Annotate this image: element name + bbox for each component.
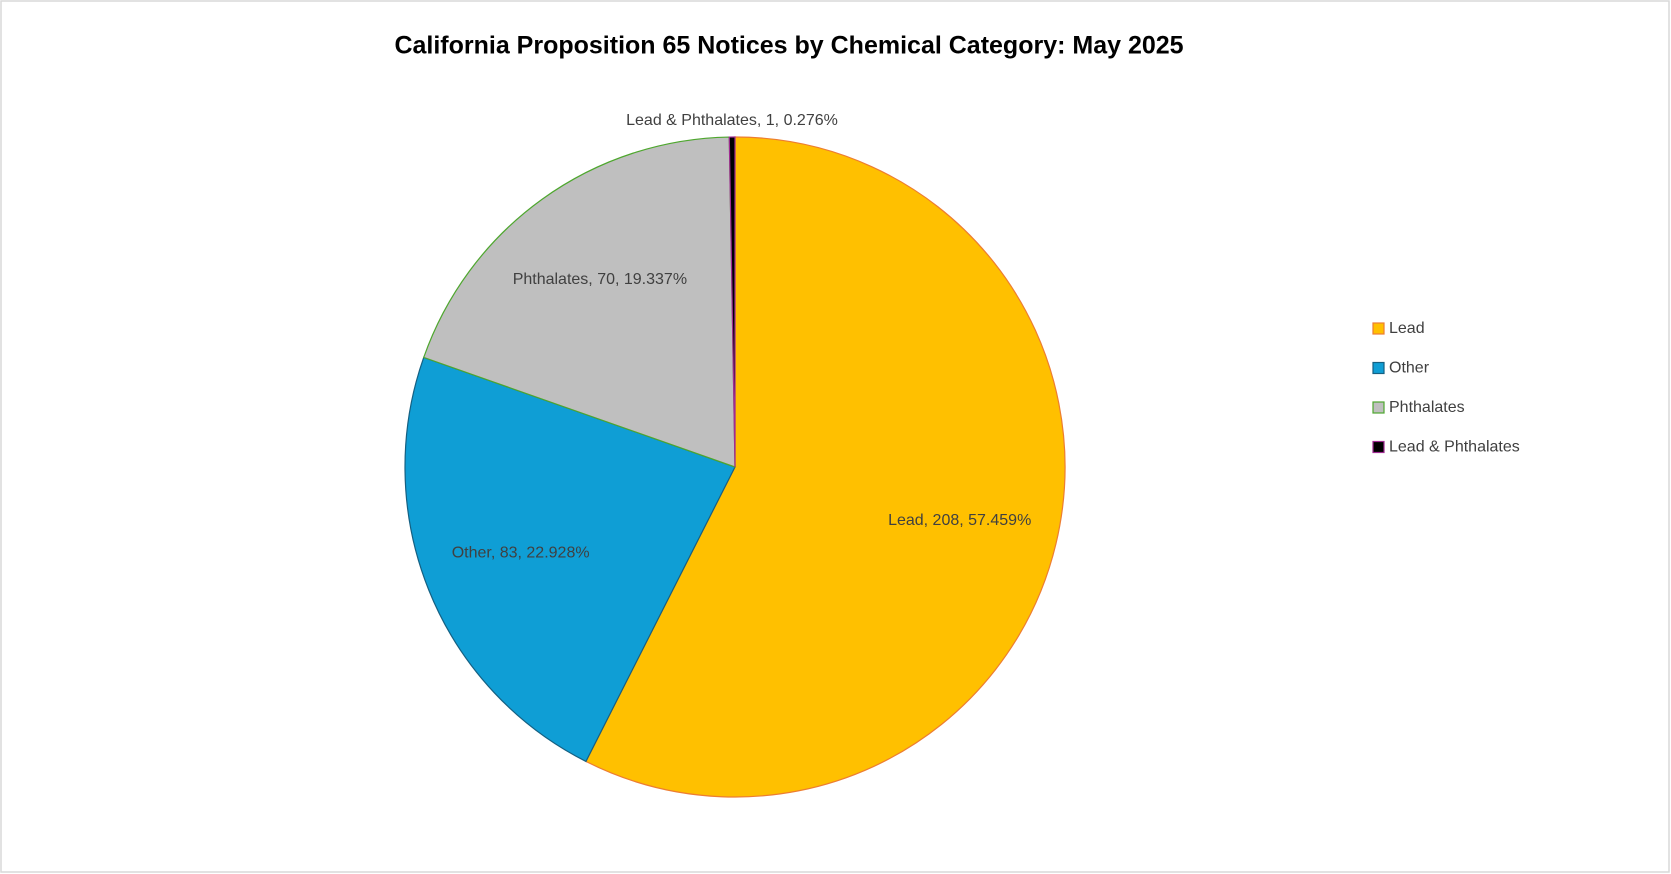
data-label: Phthalates, 70, 19.337%	[513, 271, 687, 288]
legend-swatch	[1372, 440, 1385, 454]
pie-slice	[585, 136, 1066, 798]
data-label: Other, 83, 22.928%	[452, 544, 590, 561]
legend-label: Phthalates	[1389, 399, 1465, 416]
legend-label: Other	[1389, 360, 1430, 377]
legend-label: Lead & Phthalates	[1389, 439, 1520, 456]
data-label: Lead & Phthalates, 1, 0.276%	[626, 112, 838, 129]
legend-swatch	[1372, 322, 1385, 335]
pie-slice	[728, 136, 736, 468]
data-label: Lead, 208, 57.459%	[888, 512, 1031, 529]
chart-title: California Proposition 65 Notices by Che…	[394, 32, 1183, 60]
legend-swatch	[1372, 361, 1385, 375]
legend-swatch	[1372, 401, 1385, 414]
pie-slice	[422, 136, 736, 468]
pie-slice	[404, 356, 736, 763]
legend-label: Lead	[1389, 320, 1425, 337]
